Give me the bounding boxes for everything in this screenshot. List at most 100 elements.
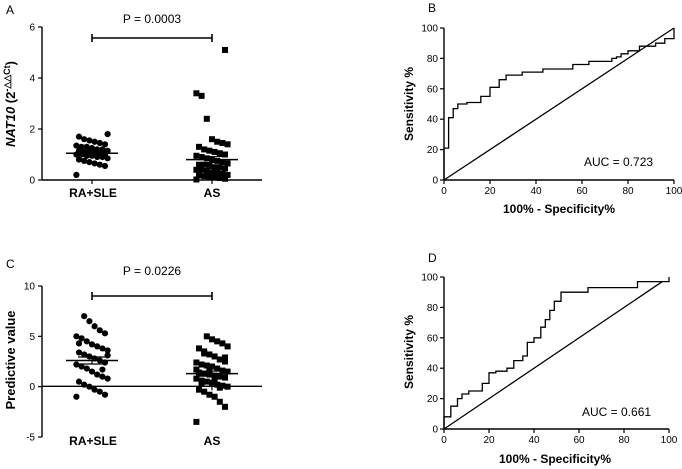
panel-a-category-as: AS (204, 186, 221, 200)
panel-c-point-ra-sle (75, 349, 83, 356)
panel-c-point-as (206, 391, 213, 398)
panel-a-point-as (211, 174, 218, 181)
panel-d-roc-curve (443, 277, 670, 429)
panel-a-ytick-label: 4 (29, 74, 35, 85)
panel-d-ylabel: Sensitivity % (402, 315, 416, 389)
panel-d-ytick-label: 60 (427, 333, 439, 344)
panel-a-ylabel-close: ) (3, 61, 18, 65)
panel-d-auc: AUC = 0.661 (582, 405, 651, 419)
panel-a-point-ra-sle (73, 142, 80, 149)
panel-d: D Sensitivity % 100% - Specificity% AUC … (402, 251, 678, 466)
panel-a-point-as (206, 162, 213, 169)
panel-a-point-as (206, 147, 213, 154)
panel-c-point-as (211, 353, 218, 360)
panel-c-point-ra-sle (96, 327, 103, 334)
panel-b-xtick-label: 80 (622, 186, 634, 197)
panel-a-ytick-label: 2 (29, 125, 35, 136)
panel-c-point-ra-sle (83, 338, 90, 345)
panel-c-letter: C (6, 257, 15, 271)
panel-a-point-as (201, 173, 208, 180)
panel-a-point-ra-sle (104, 147, 111, 154)
panel-b-ytick-label: 40 (427, 115, 439, 126)
panel-b-ytick-label: 80 (427, 54, 439, 65)
panel-c-pvalue: P = 0.0226 (123, 264, 181, 278)
panel-a-point-as (209, 136, 215, 143)
panel-c-ytick-label: -5 (26, 433, 35, 444)
panel-a: A NAT10 (2-△△Ct) P = 0.0003 RA+SLE AS 0 2… (2, 3, 262, 200)
panel-c-point-as (193, 366, 200, 373)
panel-c-point-as (222, 358, 228, 365)
panel-c-point-ra-sle (101, 391, 109, 398)
panel-c-point-as (222, 354, 228, 361)
panel-c-point-ra-sle (83, 365, 90, 372)
panel-a-point-as (211, 148, 218, 155)
panel-c-point-as (211, 393, 218, 400)
panel-c-point-ra-sle (96, 388, 103, 395)
panel-a-point-as (214, 157, 221, 164)
panel-a-point-as (196, 172, 202, 179)
panel-a-point-as (201, 161, 208, 168)
panel-c-point-ra-sle (91, 386, 98, 393)
panel-c-point-as (198, 380, 205, 387)
panel-a-point-as (222, 151, 228, 158)
panel-c-ytick-label: 5 (29, 332, 35, 343)
panel-c-point-as (216, 384, 223, 391)
panel-c-point-as (216, 398, 223, 405)
panel-c-point-ra-sle (94, 343, 101, 350)
panel-c-point-ra-sle (81, 313, 88, 320)
panel-c-point-as (209, 336, 215, 343)
panel-b-ylabel: Sensitivity % (402, 67, 416, 141)
panel-b-xtick-label: 0 (441, 186, 447, 197)
panel-c-point-as (193, 359, 200, 366)
panel-a-category-ra-sle: RA+SLE (69, 186, 117, 200)
panel-d-ytick-label: 0 (432, 425, 438, 436)
panel-a-ytick-label: 6 (29, 23, 35, 34)
panel-a-point-ra-sle (83, 143, 90, 150)
panel-c-point-ra-sle (86, 383, 93, 390)
panel-a-ylabel-sup: -△△Ct (2, 65, 12, 91)
panel-a-point-as (214, 138, 221, 145)
panel-a-point-as (219, 170, 226, 177)
panel-d-xtick-label: 100 (661, 435, 678, 446)
panel-a-ylabel-gene: NAT10 (3, 106, 18, 147)
panel-a-point-ra-sle (104, 131, 111, 138)
panel-a-point-as (193, 176, 200, 183)
panel-c-point-as (219, 340, 226, 347)
panel-a-point-as (216, 174, 223, 181)
panel-c-point-as (201, 388, 208, 395)
panel-a-point-ra-sle (96, 161, 103, 168)
panel-a-point-ra-sle (75, 133, 83, 140)
panel-c-point-as (222, 374, 228, 381)
panel-c-ylabel: Predictive value (3, 311, 18, 410)
panel-a-point-as (216, 150, 223, 157)
panel-c-point-as (196, 369, 202, 376)
panel-c-point-as (193, 418, 200, 425)
panel-d-xtick-label: 20 (483, 435, 495, 446)
panel-a-point-as (224, 141, 231, 148)
panel-d-ytick-label: 100 (421, 273, 438, 284)
panel-b-ytick-label: 0 (432, 176, 438, 187)
panel-a-point-as (219, 140, 226, 147)
panel-d-xlabel: 100% - Specificity% (499, 452, 611, 466)
panel-c-point-ra-sle (99, 345, 106, 352)
panel-a-point-as (203, 168, 210, 175)
panel-c-point-as (206, 371, 213, 378)
panel-a-point-ra-sle (81, 157, 88, 164)
panel-c-point-as (222, 403, 228, 410)
panel-a-point-as (196, 161, 202, 168)
panel-a-point-as (214, 169, 221, 176)
panel-b-xlabel: 100% - Specificity% (503, 202, 615, 216)
panel-c-point-as (201, 350, 208, 357)
panel-b-letter: B (428, 1, 436, 15)
panel-c-point-as (203, 333, 210, 340)
panel-a-point-ra-sle (91, 138, 98, 145)
panel-d-xtick-label: 0 (441, 435, 447, 446)
panel-a-point-ra-sle (78, 143, 85, 150)
panel-a-point-as (193, 90, 200, 97)
panel-a-point-as (222, 46, 228, 53)
panel-a-point-ra-sle (94, 146, 101, 153)
panel-c-point-as (209, 379, 215, 386)
panel-d-ytick-label: 20 (427, 394, 439, 405)
panel-c-point-ra-sle (94, 371, 101, 378)
panel-c: C Predictive value P = 0.0226 RA+SLE AS … (3, 257, 262, 448)
